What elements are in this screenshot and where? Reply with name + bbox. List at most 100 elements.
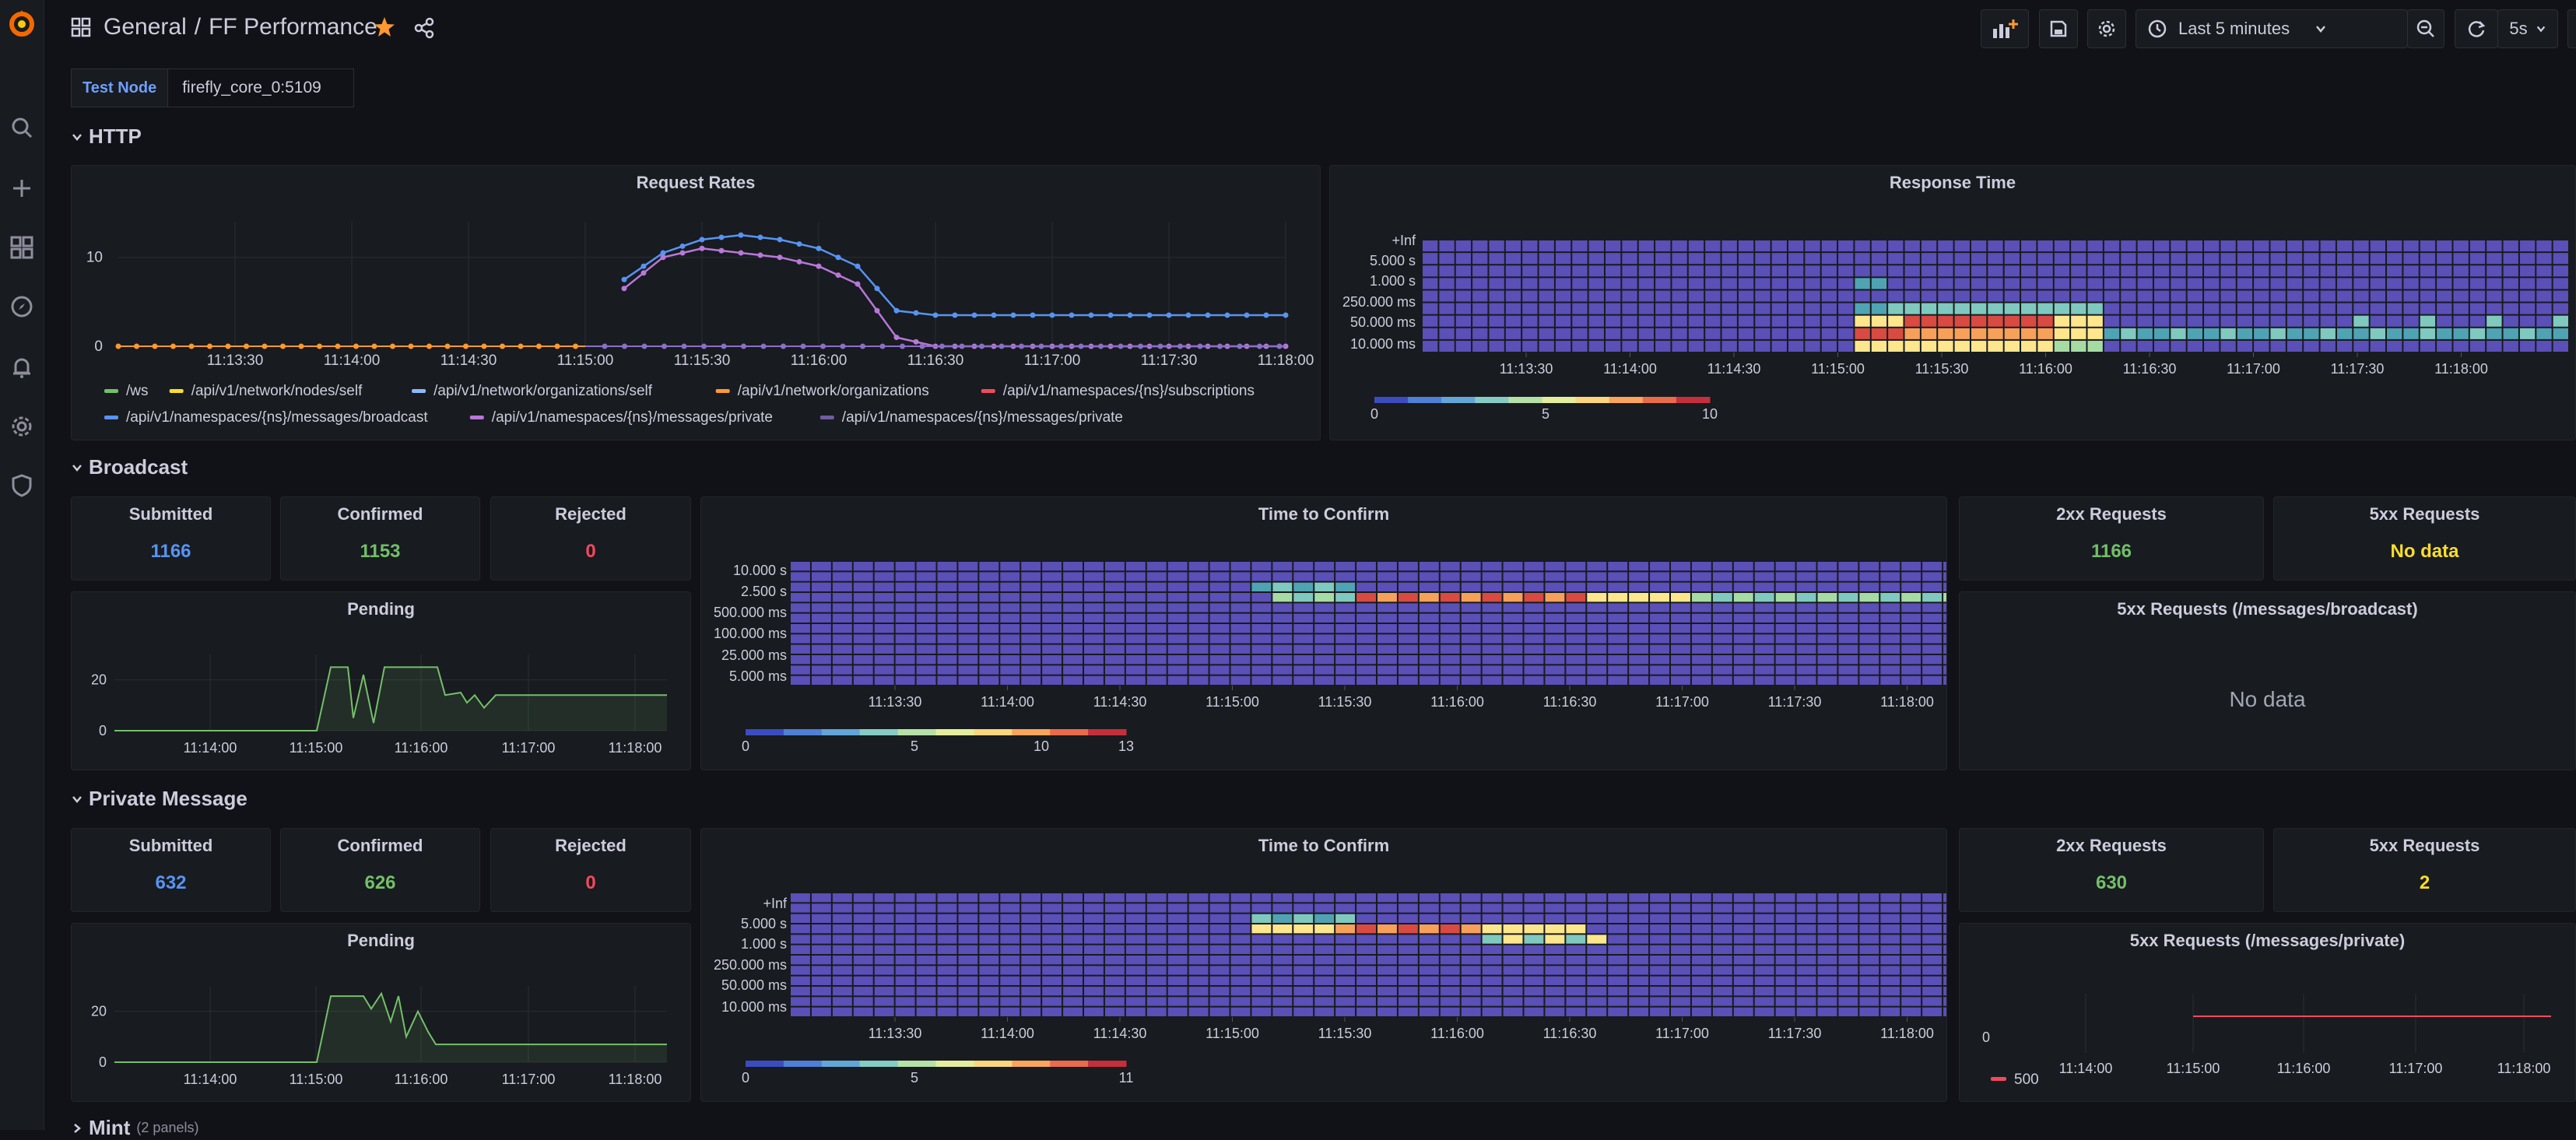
heatmap-cell: [1293, 644, 1314, 654]
heatmap-cell: [1888, 240, 1904, 252]
heatmap-cell: [1880, 987, 1900, 996]
heatmap-cell: [1545, 572, 1565, 581]
explore-compass-icon[interactable]: [0, 294, 44, 319]
refresh-interval-picker[interactable]: 5s: [2497, 9, 2558, 48]
row-broadcast[interactable]: Broadcast: [72, 455, 188, 479]
heatmap-cell: [1588, 278, 1604, 289]
heatmap-cell: [1356, 572, 1376, 581]
heatmap-cell: [895, 987, 915, 996]
heatmap-cell: [1314, 935, 1335, 944]
grafana-logo-icon[interactable]: [0, 8, 44, 39]
heatmap-cell: [2536, 290, 2552, 302]
panel-broadcast-5xx[interactable]: 5xx Requests No data: [2273, 496, 2576, 581]
heatmap-cell: [2237, 240, 2253, 252]
heatmap-cell: [958, 966, 978, 975]
tv-mode-button[interactable]: [2567, 9, 2576, 48]
chevron-right-icon: [74, 1123, 81, 1133]
stat-value: 1153: [360, 541, 401, 562]
zoom-out-button[interactable]: [2407, 9, 2444, 48]
panel-broadcast-rejected[interactable]: Rejected 0: [490, 496, 691, 581]
panel-broadcast-time-to-confirm[interactable]: Time to Confirm 10.000 s 2.500 s 500.000 m…: [700, 496, 1947, 770]
panel-private-5xx-requests[interactable]: 5xx Requests (/messages/private) 0 11:14:…: [1959, 923, 2576, 1102]
time-range-picker[interactable]: Last 5 minutes: [2136, 9, 2408, 48]
breadcrumb-folder[interactable]: General: [104, 14, 187, 40]
heatmap-cell: [1461, 924, 1481, 934]
heatmap-cell: [979, 893, 999, 903]
heatmap-cell: [1733, 924, 1753, 934]
panel-private-2xx[interactable]: 2xx Requests 630: [1959, 828, 2264, 912]
legend-label: /api/v1/network/organizations/self: [433, 383, 653, 399]
heatmap-cell: [1272, 634, 1293, 644]
heatmap-cell: [1021, 613, 1041, 623]
breadcrumb-dashboard[interactable]: FF Performance: [209, 14, 377, 40]
heatmap-cell: [1503, 945, 1523, 954]
heatmap-cell: [1688, 278, 1704, 289]
heatmap-cell: [1859, 1007, 1879, 1016]
heatmap-cell: [1272, 1007, 1293, 1016]
heatmap-cell: [1705, 265, 1721, 277]
heatmap-cell: [1988, 265, 2003, 277]
save-dashboard-button[interactable]: [2039, 9, 2078, 48]
heatmap-cell: [1314, 613, 1335, 623]
heatmap-cell: [1461, 613, 1481, 623]
panel-private-time-to-confirm[interactable]: Time to Confirm +Inf 5.000 s 1.000 s 250.00…: [700, 828, 1947, 1102]
heatmap-cell: [2420, 340, 2436, 352]
search-icon[interactable]: [0, 115, 44, 140]
panel-private-pending[interactable]: Pending 0 20 11:14:00 11:15:00 11:16:00 11:17…: [71, 923, 691, 1102]
heatmap-cell: [2237, 278, 2253, 289]
heatmap-cell: [1209, 987, 1230, 996]
panel-private-confirmed[interactable]: Confirmed 626: [280, 828, 480, 912]
row-private-message[interactable]: Private Message: [72, 787, 247, 811]
heatmap-cell: [1721, 265, 1737, 277]
panel-broadcast-pending[interactable]: Pending 0 20 11:14:00 11:15:00 11:16:00 11:17…: [71, 591, 691, 770]
row-http[interactable]: HTTP: [72, 125, 142, 149]
heatmap-cell: [2437, 253, 2452, 265]
heatmap-cell: [1788, 278, 1804, 289]
add-panel-button[interactable]: [1981, 9, 2029, 48]
heatmap-cell: [2121, 253, 2136, 265]
panel-broadcast-submitted[interactable]: Submitted 1166: [71, 496, 271, 581]
heatmap-cell: [1650, 593, 1669, 602]
star-icon[interactable]: [373, 16, 396, 43]
panel-broadcast-5xx-requests[interactable]: 5xx Requests (/messages/broadcast) No da…: [1959, 591, 2576, 770]
panel-private-rejected[interactable]: Rejected 0: [490, 828, 691, 912]
heatmap-cell: [2487, 315, 2502, 327]
heatmap-cell: [1440, 924, 1460, 934]
plus-icon[interactable]: [0, 176, 44, 201]
panel-private-5xx[interactable]: 5xx Requests 2: [2273, 828, 2576, 912]
apps-grid-icon[interactable]: [71, 17, 91, 41]
y-tick-label: 20: [91, 1004, 107, 1019]
variable-select[interactable]: firefly_core_0:5109: [168, 68, 355, 107]
heatmap-cell: [1356, 582, 1376, 591]
refresh-button[interactable]: [2455, 9, 2498, 48]
data-point: [757, 252, 763, 258]
heatmap-cell: [1943, 562, 1946, 571]
heatmap-cell: [1482, 924, 1502, 934]
panel-broadcast-confirmed[interactable]: Confirmed 1153: [280, 496, 480, 581]
shield-icon[interactable]: [0, 473, 44, 498]
heatmap-cell: [1146, 893, 1167, 903]
heatmap-cell: [1888, 315, 1904, 327]
alerting-bell-icon[interactable]: [0, 355, 44, 380]
panel-broadcast-2xx[interactable]: 2xx Requests 1166: [1959, 496, 2264, 581]
heatmap-cell: [832, 644, 852, 654]
heatmap-cell: [2353, 278, 2369, 289]
row-mint[interactable]: Mint (2 panels): [72, 1116, 198, 1140]
heatmap-cell: [1587, 976, 1607, 985]
heatmap-cell: [1209, 624, 1230, 633]
heatmap-cell: [853, 914, 873, 923]
x-tick-label: 11:15:30: [1318, 1026, 1372, 1041]
heatmap-cell: [2071, 278, 2086, 289]
share-icon[interactable]: [413, 17, 435, 43]
heatmap-cell: [2387, 303, 2402, 314]
panel-private-submitted[interactable]: Submitted 632: [71, 828, 271, 912]
settings-gear-icon[interactable]: [0, 414, 44, 439]
panel-request-rates[interactable]: Request Rates 11:13:30 11:14:00 11:14:30 11…: [71, 165, 1321, 440]
dashboards-icon[interactable]: [0, 235, 44, 260]
heatmap-cell: [2004, 328, 2020, 339]
dashboard-settings-button[interactable]: [2087, 9, 2126, 48]
heatmap-cell: [1146, 655, 1167, 665]
heatmap-cell: [1440, 665, 1460, 675]
panel-response-time[interactable]: Response Time +Inf 5.000 s 1.000 s 250.000 …: [1329, 165, 2576, 440]
